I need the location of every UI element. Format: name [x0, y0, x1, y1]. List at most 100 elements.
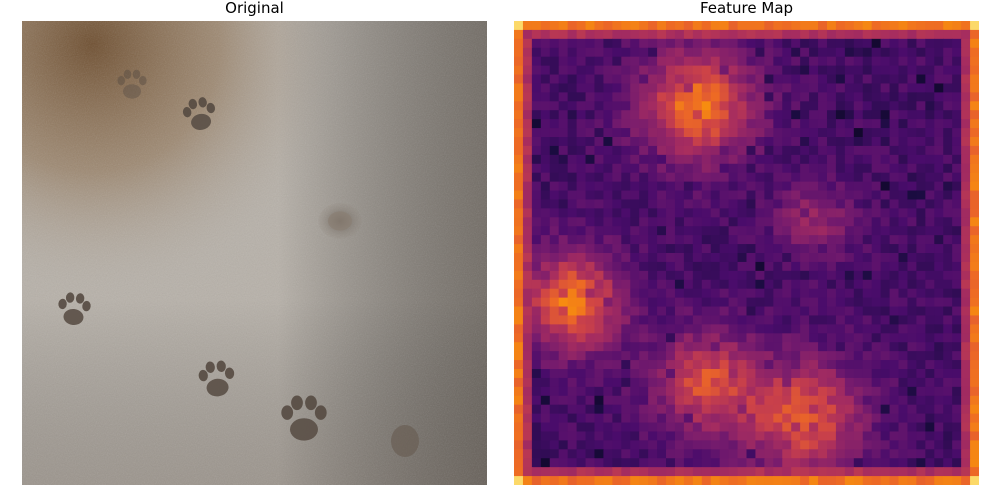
heatmap-cell	[844, 404, 855, 415]
heatmap-cell	[773, 208, 783, 218]
heatmap-cell	[916, 261, 926, 272]
heatmap-cell	[549, 83, 560, 93]
heatmap-cell	[916, 199, 926, 209]
heatmap-cell	[630, 395, 640, 406]
heatmap-cell	[603, 119, 613, 129]
heatmap-cell	[630, 449, 640, 459]
heatmap-cell	[889, 235, 900, 245]
heatmap-cell	[916, 181, 926, 192]
heatmap-cell	[674, 181, 685, 192]
heatmap-cell	[764, 137, 774, 147]
heatmap-cell	[692, 21, 703, 31]
heatmap-cell	[844, 154, 855, 165]
heatmap-cell	[961, 145, 971, 156]
heatmap-cell	[612, 315, 622, 325]
heatmap-cell	[773, 288, 783, 299]
heatmap-cell	[540, 199, 551, 209]
heatmap-cell	[621, 297, 631, 308]
heatmap-cell	[719, 119, 730, 129]
heatmap-cell	[701, 476, 712, 485]
heatmap-cell	[514, 38, 524, 49]
heatmap-cell	[907, 458, 917, 468]
heatmap-cell	[558, 342, 569, 352]
heatmap-cell	[746, 297, 756, 308]
heatmap-cell	[594, 324, 604, 334]
heatmap-cell	[522, 101, 533, 111]
heatmap-cell	[746, 467, 756, 477]
heatmap-cell	[657, 226, 667, 236]
heatmap-cell	[522, 217, 533, 227]
heatmap-cell	[737, 369, 747, 379]
heatmap-cell	[621, 413, 631, 424]
heatmap-cell	[719, 333, 730, 343]
heatmap-cell	[612, 288, 622, 299]
heatmap-cell	[898, 38, 908, 49]
heatmap-cell	[791, 449, 801, 459]
heatmap-cell	[853, 458, 864, 468]
heatmap-cell	[594, 208, 604, 218]
heatmap-cell	[791, 74, 801, 84]
heatmap-cell	[514, 279, 524, 290]
heatmap-cell	[782, 92, 792, 102]
heatmap-cell	[612, 47, 622, 58]
heatmap-cell	[540, 351, 551, 361]
heatmap-cell	[648, 351, 658, 361]
heatmap-cell	[657, 235, 667, 245]
heatmap-cell	[674, 458, 685, 468]
heatmap-cell	[531, 404, 542, 415]
heatmap-cell	[728, 449, 739, 459]
heatmap-cell	[961, 261, 971, 272]
heatmap-cell	[862, 270, 873, 281]
heatmap-cell	[531, 261, 542, 272]
heatmap-cell	[925, 110, 935, 120]
heatmap-cell	[961, 181, 971, 192]
heatmap-cell	[728, 431, 739, 441]
heatmap-cell	[612, 101, 622, 111]
heatmap-cell	[549, 226, 560, 236]
heatmap-cell	[603, 413, 613, 424]
heatmap-cell	[576, 369, 587, 379]
heatmap-cell	[871, 137, 882, 147]
heatmap-cell	[800, 145, 810, 156]
heatmap-cell	[621, 110, 631, 120]
heatmap-cell	[621, 56, 631, 67]
heatmap-cell	[925, 360, 935, 370]
heatmap-cell	[961, 244, 971, 254]
heatmap-cell	[674, 342, 685, 352]
heatmap-cell	[943, 369, 953, 379]
heatmap-cell	[961, 172, 971, 183]
heatmap-cell	[585, 163, 595, 174]
heatmap-cell	[961, 315, 971, 325]
heatmap-cell	[648, 92, 658, 102]
heatmap-cell	[594, 101, 604, 111]
heatmap-cell	[585, 386, 595, 397]
heatmap-cell	[531, 467, 542, 477]
heatmap-cell	[952, 422, 962, 432]
heatmap-cell	[916, 413, 926, 424]
heatmap-cell	[952, 145, 962, 156]
heatmap-cell	[970, 83, 979, 93]
heatmap-cell	[961, 119, 971, 129]
heatmap-cell	[558, 199, 569, 209]
heatmap-cell	[701, 128, 712, 138]
heatmap-cell	[737, 377, 747, 388]
heatmap-cell	[567, 386, 578, 397]
heatmap-cell	[576, 47, 587, 58]
heatmap-cell	[674, 190, 685, 200]
heatmap-cell	[639, 297, 649, 308]
heatmap-cell	[818, 172, 828, 183]
heatmap-cell	[648, 145, 658, 156]
heatmap-cell	[925, 404, 935, 415]
heatmap-cell	[603, 145, 613, 156]
heatmap-cell	[657, 395, 667, 406]
heatmap-cell	[683, 333, 694, 343]
heatmap-cell	[844, 226, 855, 236]
heatmap-cell	[970, 440, 979, 450]
heatmap-cell	[666, 440, 676, 450]
heatmap-cell	[701, 351, 712, 361]
heatmap-cell	[898, 449, 908, 459]
heatmap-cell	[782, 137, 792, 147]
heatmap-cell	[898, 110, 908, 120]
heatmap-cell	[666, 431, 676, 441]
heatmap-cell	[826, 449, 837, 459]
